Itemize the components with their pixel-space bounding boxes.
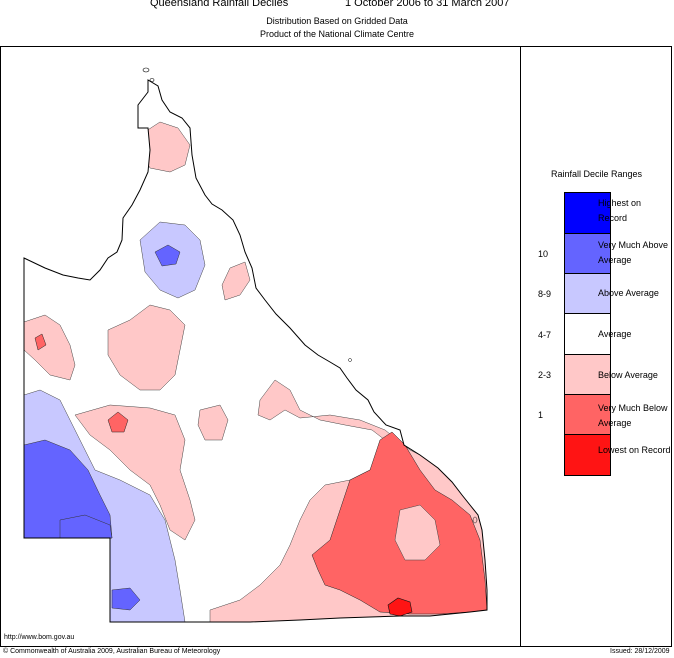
legend-swatch-above xyxy=(564,273,611,314)
legend-swatch-lowest xyxy=(564,434,611,476)
map-source-line: Product of the National Climate Centre xyxy=(259,29,415,39)
legend-decile-2-3: 2-3 xyxy=(538,370,552,380)
legend-label-very-much-above: Very Much Above Average xyxy=(598,240,669,265)
legend-swatch-very-much-below xyxy=(564,394,611,435)
copyright-notice: © Commonwealth of Australia 2009, Austra… xyxy=(3,648,221,655)
legend-label-lowest: Lowest on Record xyxy=(598,445,671,455)
legend-swatch-very-much-above xyxy=(564,233,611,274)
issued-date: Issued: 28/12/2009 xyxy=(610,648,670,655)
legend-decile-10: 10 xyxy=(538,249,549,259)
map-subtitle: Distribution Based on Gridded Data xyxy=(266,16,408,26)
legend-decile-1: 1 xyxy=(538,410,544,420)
queensland-decile-map xyxy=(23,67,488,623)
legend-label-below: Below Average xyxy=(598,370,658,380)
legend-swatch-below xyxy=(564,354,611,395)
legend-title: Rainfall Decile Ranges xyxy=(550,169,643,179)
legend-label-very-much-below: Very Much Below Average xyxy=(598,403,668,428)
legend-decile-4-7: 4-7 xyxy=(538,330,552,340)
map-title: Queensland Rainfall Deciles xyxy=(150,0,289,9)
map-period: 1 October 2006 to 31 March 2007 xyxy=(345,0,510,9)
source-url: http://www.bom.gov.au xyxy=(4,634,75,641)
legend-label-average: Average xyxy=(598,329,632,339)
legend-divider xyxy=(520,46,521,647)
header: Queensland Rainfall Deciles 1 October 20… xyxy=(0,0,674,12)
legend-label-above: Above Average xyxy=(598,288,659,298)
map-frame xyxy=(0,46,672,647)
legend: Rainfall Decile Ranges Highest on Record… xyxy=(521,46,672,647)
legend-decile-8-9: 8-9 xyxy=(538,289,552,299)
legend-label-highest: Highest on Record xyxy=(598,198,642,223)
